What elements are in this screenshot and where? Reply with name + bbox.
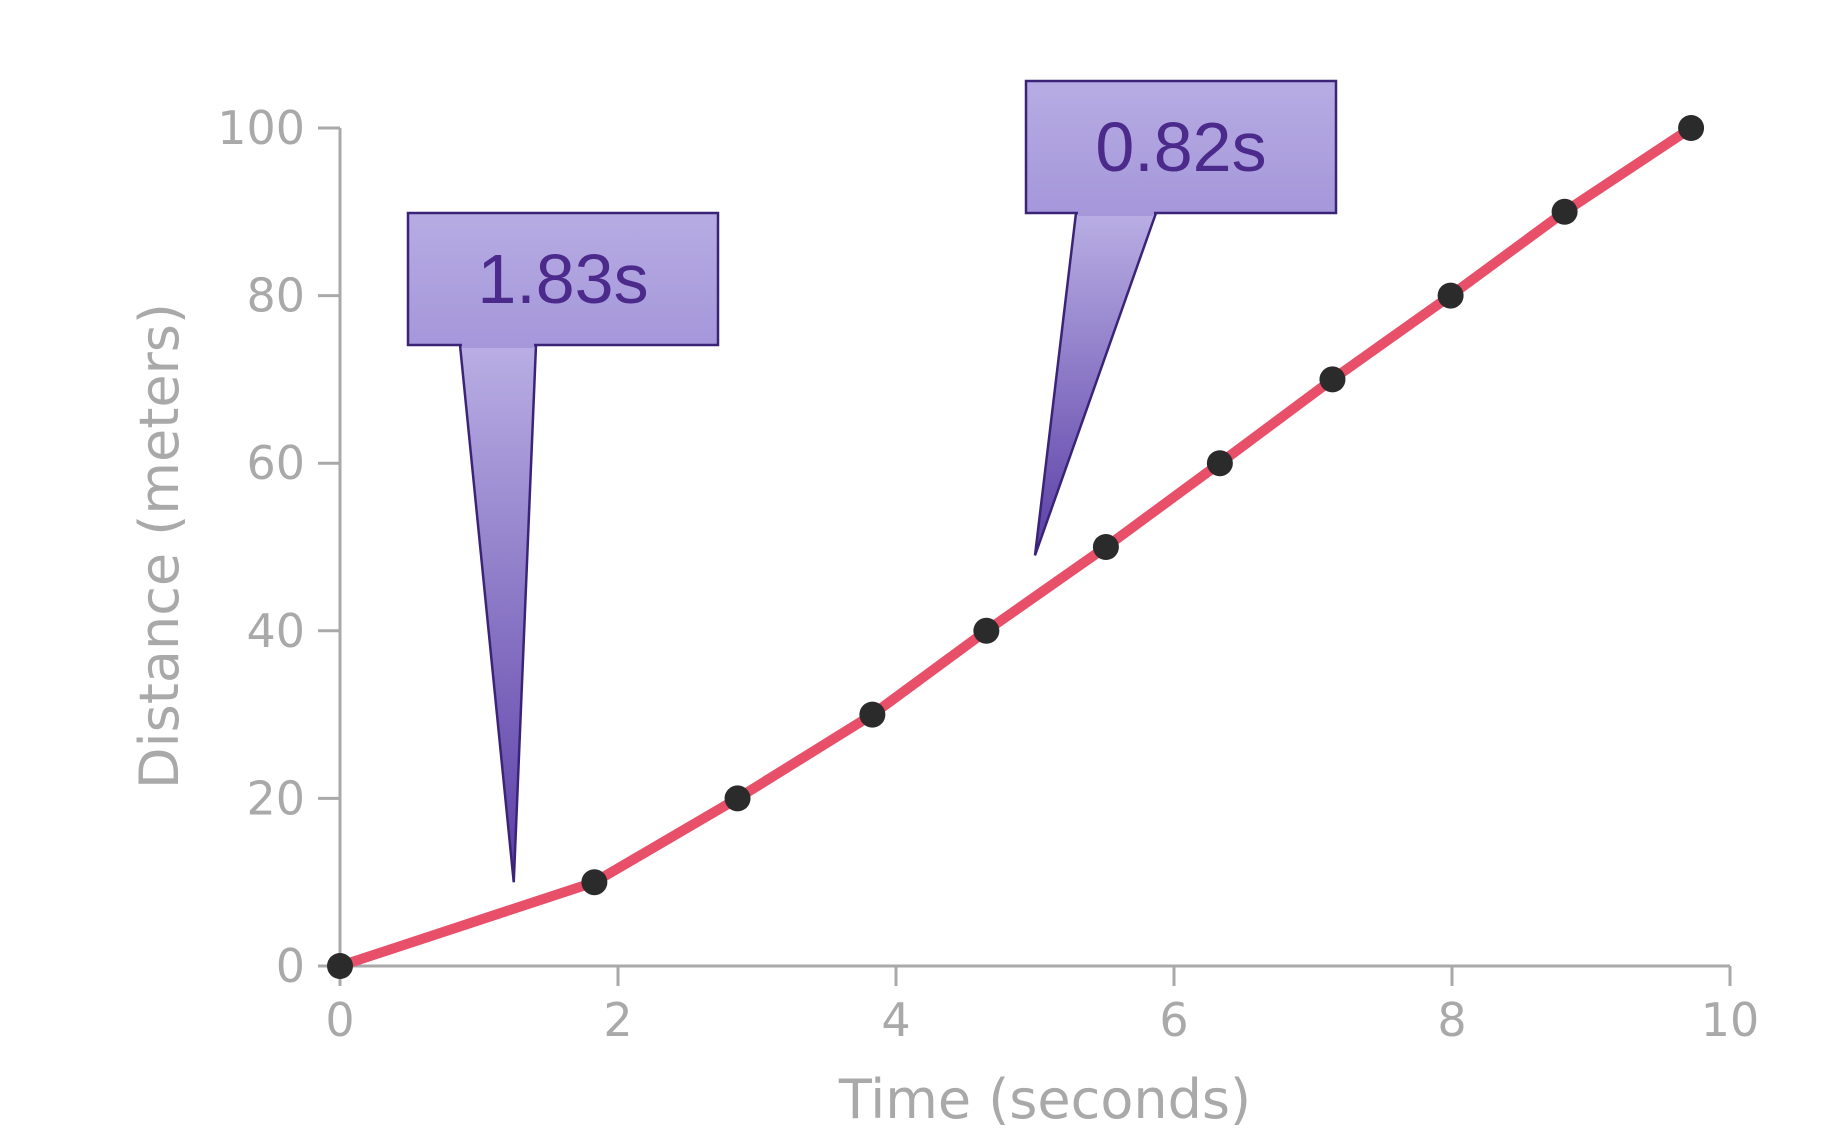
callout-seam: [1078, 210, 1154, 216]
x-axis-title: Time (seconds): [838, 1068, 1251, 1131]
data-point: [581, 869, 608, 896]
data-point: [1319, 366, 1346, 393]
data-point: [1678, 115, 1705, 141]
callout-label: 0.82s: [1095, 108, 1266, 186]
series-layer: [327, 115, 1705, 979]
x-tick-label: 0: [325, 993, 354, 1047]
x-ticks: 0 2 4 6 8 10: [325, 966, 1759, 1047]
y-axis-title: Distance (meters): [128, 303, 191, 789]
y-tick-label: 60: [246, 436, 305, 490]
callout-box: [406, 211, 720, 347]
x-tick-label: 8: [1437, 993, 1466, 1047]
data-point: [1437, 282, 1464, 309]
callout-box: [1024, 79, 1338, 215]
callout: 0.82s: [1024, 79, 1338, 556]
y-tick-label: 100: [217, 101, 305, 155]
data-point: [1551, 198, 1578, 225]
data-point: [1092, 534, 1119, 560]
callout-label: 1.83s: [477, 240, 648, 318]
axes: 0 2 4 6 8 10 0 20 40 60 80 100: [217, 101, 1759, 1047]
y-ticks: 0 20 40 60 80 100: [217, 101, 340, 993]
data-point: [973, 617, 1000, 644]
y-tick-label: 40: [246, 604, 305, 658]
callout-pointer: [1033, 211, 1158, 556]
callout-seam: [462, 342, 534, 348]
callout-pointer: [458, 343, 538, 883]
data-point: [724, 785, 751, 812]
x-tick-label: 6: [1159, 993, 1188, 1047]
data-point: [327, 953, 353, 979]
y-tick-label: 0: [276, 939, 305, 993]
data-point: [859, 701, 886, 728]
x-tick-label: 4: [881, 993, 910, 1047]
callout-layer: 1.83s 0.82s: [406, 79, 1338, 883]
data-point: [1206, 450, 1233, 477]
y-tick-label: 20: [246, 771, 305, 825]
x-tick-label: 10: [1701, 993, 1760, 1047]
callout: 1.83s: [406, 211, 720, 883]
y-tick-label: 80: [246, 269, 305, 323]
x-tick-label: 2: [603, 993, 632, 1047]
